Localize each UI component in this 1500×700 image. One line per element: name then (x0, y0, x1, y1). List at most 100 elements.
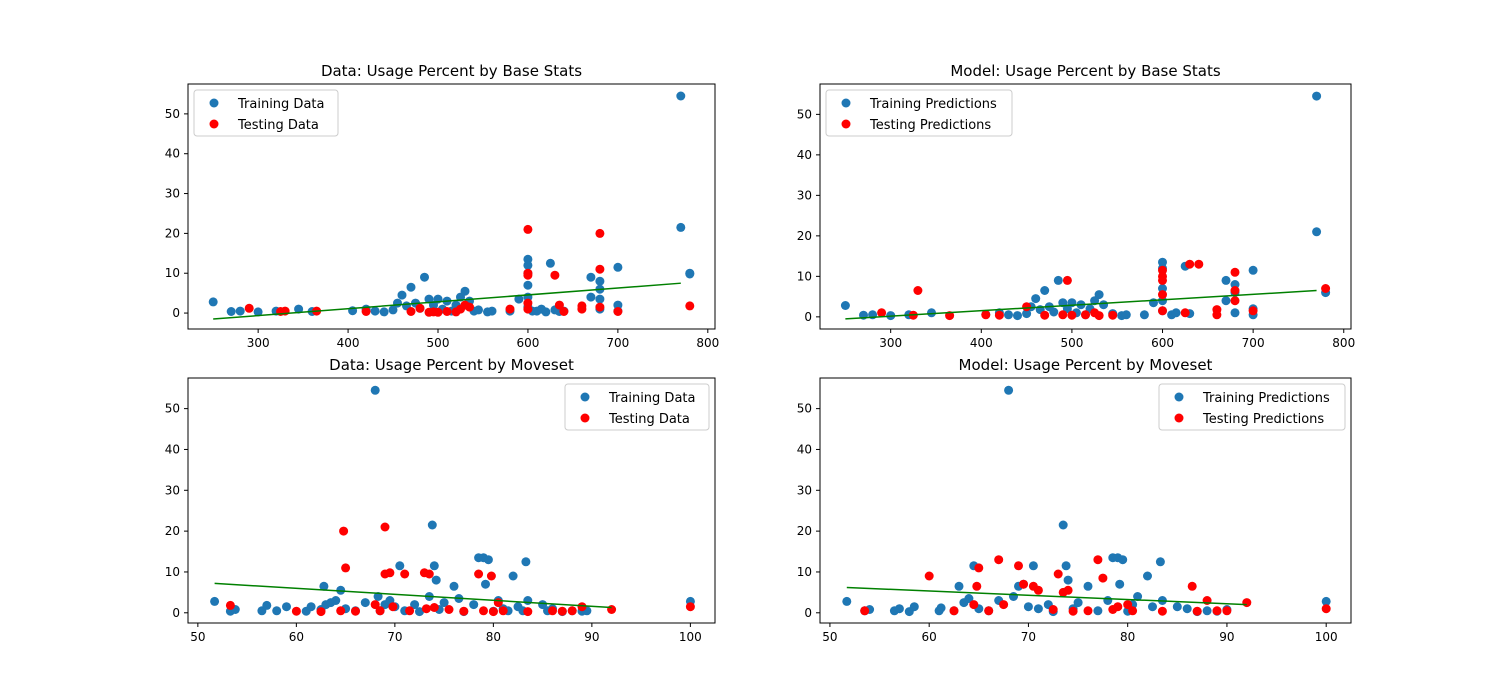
testing-point (1185, 259, 1195, 269)
testing-point (442, 307, 452, 316)
training-point (1049, 307, 1059, 317)
fit-line (213, 282, 681, 320)
training-point (370, 385, 380, 395)
testing-point (550, 270, 560, 280)
chart-panel-4: Model: Usage Percent by Moveset 50 60 70 80 9… (797, 356, 1352, 644)
testing-point (351, 606, 360, 616)
chart-title: Model: Usage Percent by Base Stats (950, 62, 1221, 80)
testing-point (498, 606, 508, 616)
x-tick-label: 80 (1120, 630, 1135, 644)
training-point (272, 606, 282, 616)
y-tick-label: 20 (165, 524, 180, 538)
testing-point (424, 569, 434, 579)
series-testing (244, 224, 695, 317)
testing-point (444, 605, 454, 614)
testing-point (523, 270, 533, 280)
testing-point (1158, 290, 1167, 300)
fit-line (846, 586, 1247, 606)
legend-label-training: Training Data (237, 97, 324, 112)
training-point (1013, 311, 1022, 321)
training-point (370, 306, 380, 316)
testing-point (1068, 606, 1078, 616)
testing-point (505, 304, 515, 314)
legend-label-testing: Testing Predictions (1202, 412, 1324, 427)
x-tick-label: 90 (584, 630, 599, 644)
testing-point (559, 307, 569, 316)
y-tick-label: 30 (165, 187, 180, 201)
y-tick-label: 0 (172, 306, 180, 320)
testing-point (405, 606, 415, 616)
testing-point (595, 264, 605, 274)
training-point (226, 307, 236, 316)
testing-point (1222, 606, 1232, 616)
testing-point (949, 606, 959, 616)
y-tick-label: 30 (165, 483, 180, 497)
training-point (420, 272, 429, 282)
y-tick-label: 10 (797, 565, 812, 579)
training-point (840, 301, 850, 310)
training-point (1133, 592, 1143, 601)
series-testing (225, 522, 695, 617)
training-point (595, 276, 605, 286)
y-tick-label: 40 (165, 147, 180, 161)
training-point (613, 262, 623, 272)
testing-point (1022, 302, 1032, 312)
training-point (395, 561, 405, 571)
training-point (523, 596, 533, 605)
training-point (235, 306, 245, 316)
x-tick-label: 70 (1021, 630, 1036, 644)
testing-point (595, 302, 605, 312)
testing-point (421, 604, 431, 614)
testing-point (969, 600, 979, 610)
training-point (1004, 310, 1013, 320)
x-tick-label: 800 (1332, 336, 1355, 350)
testing-point (341, 563, 351, 573)
testing-point (1157, 606, 1167, 616)
x-tick-label: 50 (822, 630, 837, 644)
training-point (1115, 579, 1125, 589)
y-tick-label: 20 (797, 229, 812, 243)
testing-point (974, 563, 984, 573)
training-point (1040, 286, 1050, 295)
testing-point (557, 606, 567, 616)
training-point (406, 282, 416, 292)
testing-point (1230, 286, 1240, 295)
testing-point (984, 606, 994, 616)
y-tick-label: 10 (165, 565, 180, 579)
training-point (1171, 308, 1181, 318)
training-point (586, 272, 596, 282)
testing-point (1212, 606, 1222, 616)
training-point (460, 286, 470, 296)
y-tick-label: 40 (797, 148, 812, 162)
training-point (1155, 557, 1165, 567)
testing-point (361, 307, 371, 316)
testing-point (459, 606, 469, 616)
testing-point (999, 600, 1009, 610)
training-point (514, 294, 524, 304)
training-point (545, 258, 555, 268)
x-tick-label: 600 (516, 336, 539, 350)
training-point (1230, 308, 1240, 318)
training-point (360, 598, 370, 608)
training-point (676, 91, 686, 101)
training-point (379, 307, 389, 317)
testing-point (577, 602, 587, 612)
y-tick-label: 50 (797, 107, 812, 121)
y-tick-label: 0 (172, 606, 180, 620)
training-point (306, 602, 316, 612)
training-point (1031, 294, 1041, 304)
testing-point (1248, 306, 1258, 316)
legend: Training Predictions Testing Predictions (825, 89, 1013, 137)
testing-point (972, 581, 982, 591)
testing-point (465, 302, 474, 312)
testing-point (1321, 284, 1331, 293)
training-point (1083, 581, 1093, 591)
testing-point (370, 600, 380, 610)
testing-point (1014, 561, 1023, 571)
testing-point (1019, 579, 1028, 589)
y-tick-label: 10 (165, 266, 180, 280)
testing-point (1230, 296, 1240, 306)
x-tick-label: 400 (970, 336, 993, 350)
training-point (964, 594, 974, 603)
